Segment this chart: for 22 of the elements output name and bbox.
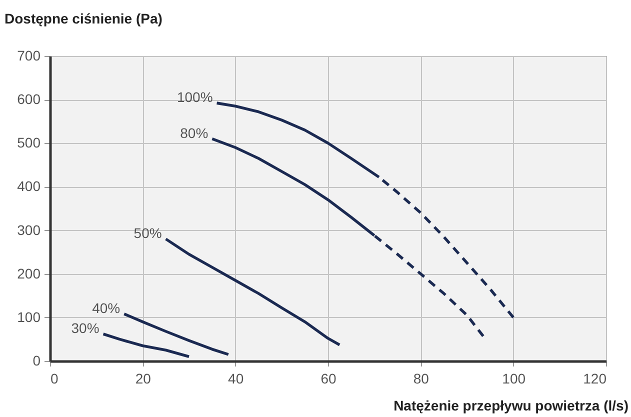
x-tick-label: 0 [50,370,58,386]
x-tick-label: 100 [502,370,526,386]
x-tick-label: 120 [583,370,607,386]
y-tick-label: 100 [17,308,41,325]
series-label: 100% [176,89,213,106]
y-tick-label: 300 [17,222,41,238]
y-tick-label: 700 [17,48,41,64]
series-label: 80% [180,124,208,141]
x-tick-label: 20 [135,370,152,386]
x-tick-label: 40 [228,370,244,386]
y-tick-label: 0 [32,352,41,368]
y-axis-title: Dostępne ciśnienie (Pa) [4,10,162,26]
series-label: 40% [92,300,120,316]
x-tick-label: 80 [413,370,430,386]
x-tick-label: 60 [320,370,336,386]
y-tick-label: 200 [17,265,41,282]
y-tick-label: 600 [17,91,41,108]
y-tick-label: 400 [17,178,41,194]
x-axis-title: Natężenie przepływu powietrza (l/s) [394,398,628,414]
y-tick-label: 500 [17,134,41,151]
series-label: 50% [134,225,162,241]
series-label: 30% [71,320,100,336]
